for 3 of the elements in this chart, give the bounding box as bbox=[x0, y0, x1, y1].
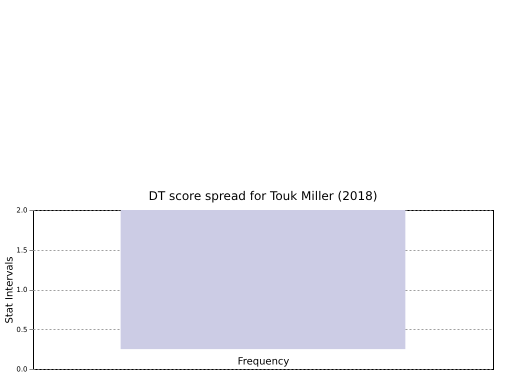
x-axis-title: Frequency bbox=[238, 356, 290, 368]
y-axis-title: Stat Intervals bbox=[4, 256, 16, 324]
chart-title: DT score spread for Touk Miller (2018) bbox=[148, 189, 378, 203]
